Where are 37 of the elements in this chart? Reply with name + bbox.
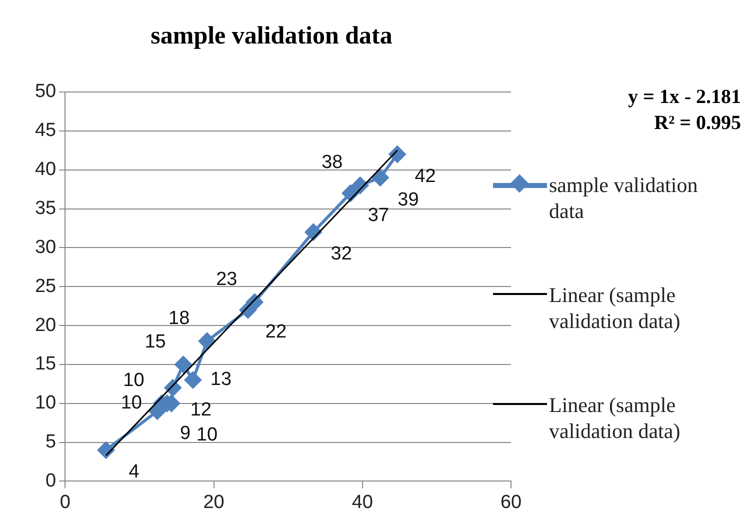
y-tick-label: 35: [34, 198, 56, 219]
data-label: 22: [265, 322, 287, 343]
data-label: 37: [368, 204, 390, 226]
y-tick-label: 25: [34, 276, 56, 297]
data-label: 10: [123, 370, 144, 392]
y-tick-label: 5: [46, 432, 56, 453]
text: R² = 0.995: [653, 111, 741, 136]
data-label: 9: [180, 422, 191, 444]
data-label: 32: [330, 244, 352, 265]
legend-label: sample validation data: [549, 172, 699, 224]
data-label: 15: [144, 331, 166, 352]
y-tick-label: 10: [34, 392, 56, 414]
x-tick-label: 0: [60, 492, 70, 513]
text: y = 1x - 2.181: [628, 85, 741, 110]
data-label: 4: [128, 462, 140, 483]
y-tick-label: 40: [34, 159, 56, 180]
y-tick-label: 15: [34, 354, 56, 375]
data-label: 42: [414, 166, 436, 187]
y-tick-label: 45: [34, 120, 56, 142]
legend-label: Linear (sample validation data): [549, 392, 682, 444]
y-tick-label: 0: [46, 470, 56, 492]
data-label: 39: [398, 189, 419, 210]
data-label: 18: [168, 308, 190, 329]
chart-title: sample validation data: [150, 22, 393, 50]
legend-label: Linear (sample validation data): [549, 282, 682, 334]
y-tick-label: 30: [34, 236, 56, 258]
data-label: 10: [120, 392, 142, 414]
x-tick-label: 60: [500, 492, 522, 513]
y-tick-label: 50: [34, 81, 56, 102]
data-label: 12: [190, 399, 212, 420]
data-label: 10: [196, 424, 218, 446]
data-label: 13: [210, 369, 232, 390]
x-tick-label: 40: [352, 492, 373, 513]
data-label: 38: [322, 152, 343, 174]
x-tick-label: 20: [203, 492, 224, 513]
data-label: 23: [216, 269, 238, 290]
y-tick-label: 20: [34, 314, 56, 336]
